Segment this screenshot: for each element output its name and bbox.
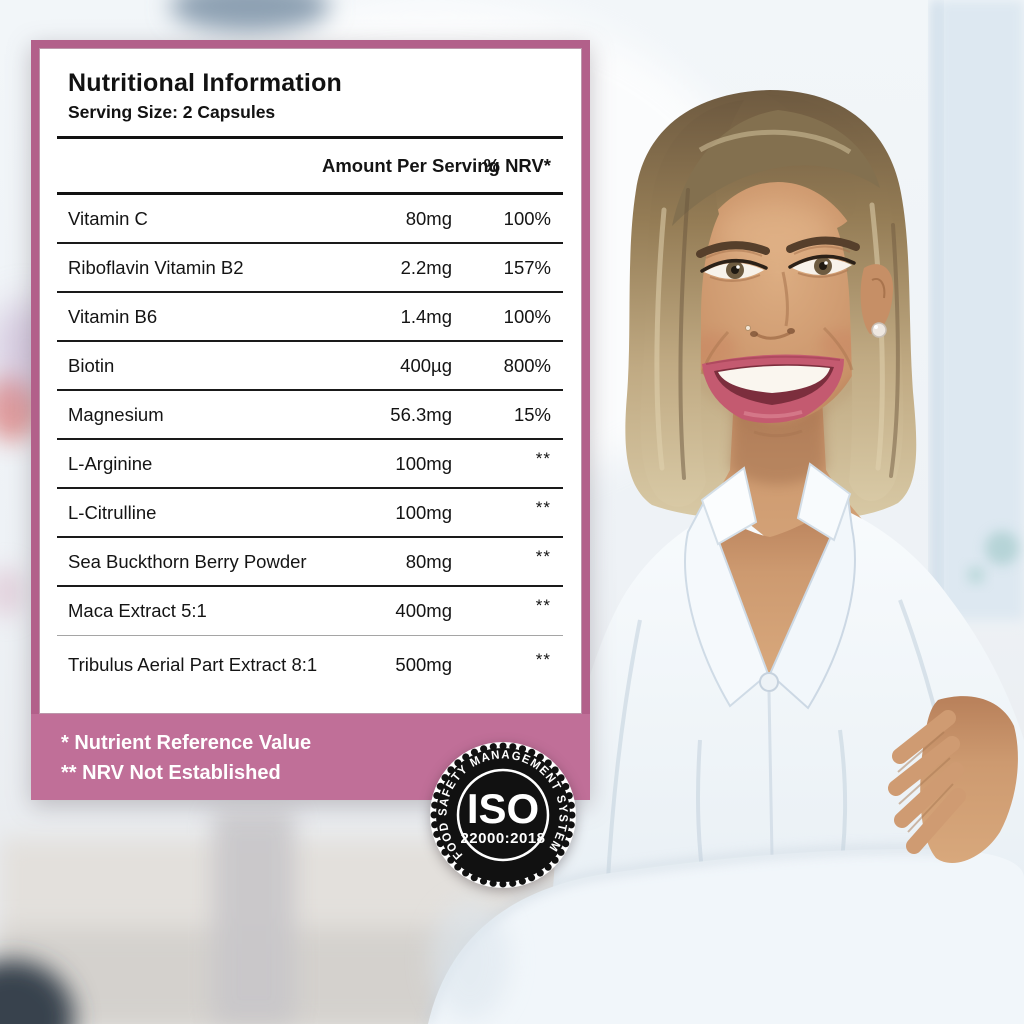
table-row: Magnesium 56.3mg 15% — [57, 391, 563, 440]
nrv-value: ** — [535, 546, 551, 566]
nrv-value: 157% — [503, 256, 551, 278]
woman-figure — [425, 90, 1024, 1024]
amount-value: 400mg — [395, 600, 452, 621]
divider-thick — [57, 192, 563, 195]
table-row: Tribulus Aerial Part Extract 8:1 500mg *… — [57, 636, 563, 694]
table-row: L-Arginine 100mg ** — [57, 440, 563, 489]
table-row: Maca Extract 5:1 400mg ** — [57, 587, 563, 636]
hand — [888, 696, 1018, 863]
ingredient-name: Tribulus Aerial Part Extract 8:1 — [68, 654, 318, 675]
ingredient-name: Vitamin B6 — [68, 305, 158, 327]
nrv-value: 800% — [503, 354, 551, 376]
table-body: Vitamin C 80mg 100% Riboflavin Vitamin B… — [57, 195, 563, 694]
hair-front — [640, 94, 904, 507]
badge-title: ISO — [467, 785, 539, 832]
ingredient-name: Sea Buckthorn Berry Powder — [68, 550, 307, 572]
table-header-row: Amount Per Serving % NRV* — [57, 139, 563, 192]
nrv-value: 100% — [503, 305, 551, 327]
nrv-value: 100% — [503, 207, 551, 229]
scalloped-edge — [430, 742, 576, 888]
iso-badge: FOOD SAFETY MANAGEMENT SYSTEM ISO 22000:… — [430, 742, 576, 888]
amount-value: 1.4mg — [400, 305, 452, 327]
table-row: Riboflavin Vitamin B2 2.2mg 157% — [57, 244, 563, 293]
nrv-value: 15% — [513, 403, 551, 425]
crossed-arm — [428, 849, 1024, 1024]
ingredient-name: L-Citrulline — [68, 501, 157, 523]
nutrition-panel: Nutritional Information Serving Size: 2 … — [31, 40, 590, 800]
ingredient-name: L-Arginine — [68, 452, 153, 474]
pearl-earring — [871, 322, 887, 338]
ingredient-name: Riboflavin Vitamin B2 — [68, 256, 244, 278]
ingredient-name: Vitamin C — [68, 207, 148, 229]
amount-value: 80mg — [405, 207, 452, 229]
table-row: Vitamin C 80mg 100% — [57, 195, 563, 244]
nose-stud — [745, 325, 751, 331]
amount-value: 80mg — [405, 550, 452, 572]
table-row: Biotin 400µg 800% — [57, 342, 563, 391]
nrv-value: ** — [535, 497, 551, 517]
amount-value: 100mg — [395, 501, 452, 523]
amount-value: 500mg — [395, 654, 452, 675]
ear — [860, 264, 894, 334]
col-nrv-header: % NRV* — [483, 154, 551, 176]
serving-size: Serving Size: 2 Capsules — [68, 102, 276, 122]
footnote-line-1: * Nutrient Reference Value — [61, 732, 312, 754]
ingredient-name: Magnesium — [68, 403, 164, 425]
badge-subtitle: 22000:2018 — [460, 830, 545, 847]
ingredient-name: Maca Extract 5:1 — [68, 600, 207, 621]
nrv-value: ** — [535, 596, 551, 615]
amount-value: 100mg — [395, 452, 452, 474]
amount-value: 56.3mg — [390, 403, 452, 425]
divider-thick — [57, 136, 563, 139]
nrv-value: ** — [535, 448, 551, 468]
table-row: L-Citrulline 100mg ** — [57, 489, 563, 538]
nrv-value: ** — [535, 650, 551, 669]
panel-title: Nutritional Information — [68, 69, 343, 97]
ingredient-name: Biotin — [68, 354, 115, 376]
table-row: Vitamin B6 1.4mg 100% — [57, 293, 563, 342]
amount-value: 400µg — [400, 354, 452, 376]
table-row: Sea Buckthorn Berry Powder 80mg ** — [57, 538, 563, 587]
amount-value: 2.2mg — [400, 256, 452, 278]
facial-features — [696, 236, 860, 438]
coat-button — [759, 672, 779, 692]
col-amount-header: Amount Per Serving — [322, 154, 500, 176]
footnote-line-2: ** NRV Not Established — [61, 762, 281, 784]
nutrition-table: Nutritional Information Serving Size: 2 … — [31, 40, 590, 714]
